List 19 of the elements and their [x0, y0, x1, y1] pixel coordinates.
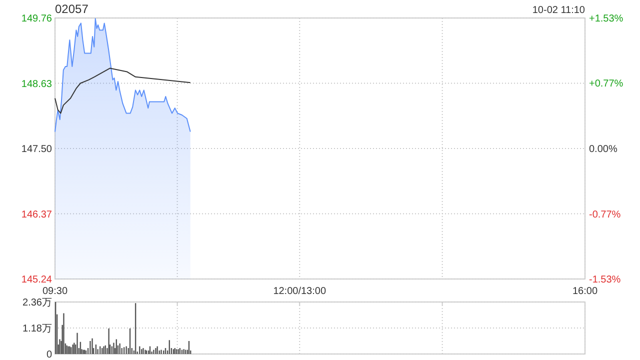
y2-tick-label: +0.77%	[589, 78, 624, 90]
y-tick-label: 2.36万	[22, 298, 52, 308]
text: 10-02 11:10	[532, 5, 586, 16]
line-series	[54, 68, 191, 114]
y-tick-label: 0	[46, 350, 52, 360]
y2-tick-label: 0.00%	[589, 144, 618, 155]
y2-tick-label: +1.53%	[589, 14, 624, 24]
chart-title: 02057	[55, 2, 89, 16]
x-tick-label: 12:00/13:00	[273, 286, 326, 297]
y-tick-label: 1.18万	[22, 324, 52, 334]
y-tick-label: 147.50	[21, 144, 52, 155]
x-tick-label: 09:30	[42, 286, 68, 297]
y-tick-label: 149.76	[21, 14, 52, 24]
y2-tick-label: -1.53%	[589, 274, 621, 286]
x-tick-label: 16:00	[572, 286, 598, 297]
y-tick-label: 145.24	[21, 274, 52, 286]
y2-tick-label: -0.77%	[589, 210, 621, 221]
y-tick-label: 146.37	[21, 209, 52, 220]
y-tick-label: 148.63	[21, 78, 52, 90]
